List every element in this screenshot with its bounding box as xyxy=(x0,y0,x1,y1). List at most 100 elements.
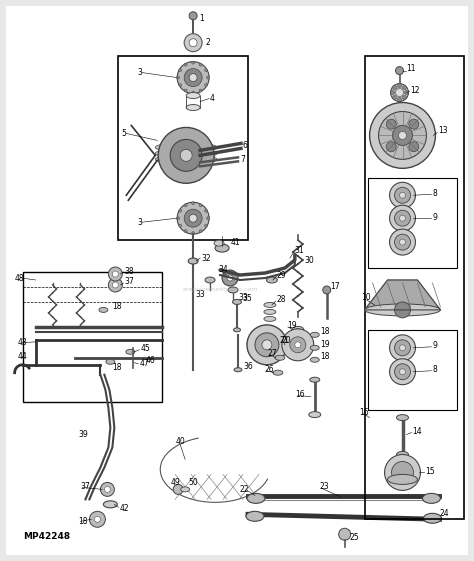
Text: 48: 48 xyxy=(15,274,24,283)
Ellipse shape xyxy=(309,412,321,417)
Text: 24: 24 xyxy=(439,509,449,518)
Text: 16: 16 xyxy=(295,390,304,399)
Circle shape xyxy=(184,204,187,206)
Circle shape xyxy=(394,234,410,250)
Circle shape xyxy=(391,90,394,95)
Ellipse shape xyxy=(205,277,215,283)
Circle shape xyxy=(179,68,182,72)
Circle shape xyxy=(399,131,407,140)
Circle shape xyxy=(390,335,416,361)
Ellipse shape xyxy=(273,370,283,375)
Circle shape xyxy=(398,84,401,88)
Circle shape xyxy=(94,516,100,522)
Text: 8: 8 xyxy=(432,188,437,198)
Circle shape xyxy=(184,68,202,86)
Circle shape xyxy=(90,511,105,527)
Circle shape xyxy=(199,229,202,233)
Ellipse shape xyxy=(181,487,190,492)
Ellipse shape xyxy=(188,258,198,264)
Text: 37: 37 xyxy=(81,482,90,491)
Ellipse shape xyxy=(234,368,242,372)
Ellipse shape xyxy=(310,357,319,362)
Text: 16: 16 xyxy=(360,408,369,417)
Ellipse shape xyxy=(310,346,319,350)
Ellipse shape xyxy=(310,332,319,337)
Ellipse shape xyxy=(310,377,320,382)
Text: 28: 28 xyxy=(277,296,286,305)
Text: 8: 8 xyxy=(432,365,437,374)
Text: 29: 29 xyxy=(277,270,286,279)
Circle shape xyxy=(392,95,397,99)
Circle shape xyxy=(400,215,405,221)
Circle shape xyxy=(392,126,412,145)
Circle shape xyxy=(189,12,197,20)
Ellipse shape xyxy=(214,240,224,246)
Ellipse shape xyxy=(234,328,240,332)
Circle shape xyxy=(158,127,214,183)
Ellipse shape xyxy=(397,452,409,457)
Text: 41: 41 xyxy=(231,238,241,247)
Ellipse shape xyxy=(155,149,217,158)
Ellipse shape xyxy=(233,300,241,305)
Text: MP42248: MP42248 xyxy=(23,532,70,541)
Ellipse shape xyxy=(423,513,441,523)
Text: 46: 46 xyxy=(145,356,155,365)
Circle shape xyxy=(392,462,413,484)
Text: 26: 26 xyxy=(265,365,274,374)
Text: ereplacementparts.com: ereplacementparts.com xyxy=(182,287,258,292)
Ellipse shape xyxy=(295,328,301,332)
Circle shape xyxy=(109,267,122,281)
Text: 7: 7 xyxy=(240,155,245,164)
Text: 4: 4 xyxy=(210,94,215,103)
Circle shape xyxy=(199,204,202,206)
Circle shape xyxy=(379,112,427,159)
Circle shape xyxy=(400,192,405,198)
Text: 19: 19 xyxy=(320,341,329,350)
Circle shape xyxy=(177,76,180,79)
Circle shape xyxy=(398,98,401,102)
Circle shape xyxy=(205,209,208,212)
Text: 21: 21 xyxy=(280,337,289,346)
Circle shape xyxy=(199,89,202,92)
Ellipse shape xyxy=(388,475,418,484)
Text: 40: 40 xyxy=(175,437,185,446)
Circle shape xyxy=(205,68,208,72)
Text: 49: 49 xyxy=(170,478,180,487)
Circle shape xyxy=(394,187,410,203)
Circle shape xyxy=(191,61,195,64)
Circle shape xyxy=(112,282,118,288)
Circle shape xyxy=(179,209,182,212)
Circle shape xyxy=(191,232,195,234)
Ellipse shape xyxy=(215,244,229,252)
Circle shape xyxy=(409,119,419,129)
Text: 25: 25 xyxy=(350,533,359,542)
Circle shape xyxy=(227,275,233,281)
Text: 18: 18 xyxy=(320,328,329,337)
Text: 5: 5 xyxy=(121,129,126,138)
Bar xyxy=(23,272,162,402)
Ellipse shape xyxy=(247,493,265,503)
Circle shape xyxy=(290,337,306,353)
Text: 3: 3 xyxy=(137,68,142,77)
Circle shape xyxy=(177,202,209,234)
Circle shape xyxy=(173,484,183,494)
Circle shape xyxy=(394,340,410,356)
Ellipse shape xyxy=(264,310,276,314)
Circle shape xyxy=(390,229,416,255)
Ellipse shape xyxy=(397,415,409,421)
Text: 37: 37 xyxy=(124,278,134,287)
Text: 17: 17 xyxy=(330,283,339,292)
Circle shape xyxy=(395,89,403,96)
Ellipse shape xyxy=(155,142,217,153)
Text: 18: 18 xyxy=(320,352,329,361)
Circle shape xyxy=(370,103,436,168)
Text: 31: 31 xyxy=(295,246,304,255)
Circle shape xyxy=(179,84,182,86)
Text: 6: 6 xyxy=(243,141,248,150)
Circle shape xyxy=(390,205,416,231)
Text: 10: 10 xyxy=(362,293,371,302)
Text: 18: 18 xyxy=(112,302,122,311)
Circle shape xyxy=(339,528,351,540)
Circle shape xyxy=(386,142,396,151)
Circle shape xyxy=(402,95,406,99)
